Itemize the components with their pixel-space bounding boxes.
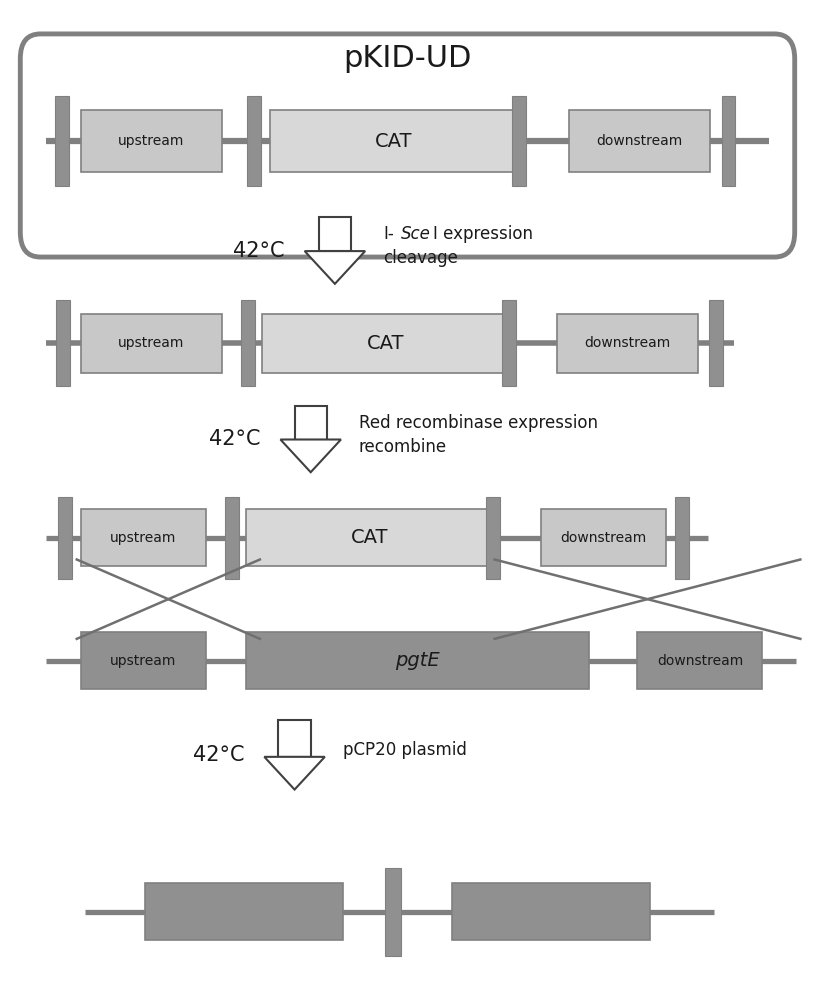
FancyBboxPatch shape [81,110,222,172]
Text: CAT: CAT [367,334,404,353]
Polygon shape [280,440,341,472]
Bar [512,96,526,186]
Text: I-: I- [383,225,394,243]
Text: upstream: upstream [118,134,184,148]
Bar [502,300,516,386]
Text: 42°C: 42°C [209,429,260,449]
Text: upstream: upstream [118,336,184,350]
Text: I expression: I expression [433,225,533,243]
Bar [58,497,72,579]
Bar [319,217,351,251]
FancyBboxPatch shape [262,314,509,373]
Text: downstream: downstream [560,531,646,545]
Text: downstream: downstream [597,134,682,148]
Bar [241,300,254,386]
Bar [55,96,69,186]
Bar [709,300,723,386]
FancyBboxPatch shape [145,883,343,940]
FancyBboxPatch shape [81,632,206,689]
Text: pKID-UD: pKID-UD [343,44,472,73]
Text: recombine: recombine [359,438,447,456]
Text: downstream: downstream [584,336,671,350]
Text: CAT: CAT [350,528,388,547]
FancyBboxPatch shape [271,110,517,172]
FancyBboxPatch shape [557,314,698,373]
FancyBboxPatch shape [246,509,492,566]
Bar [279,720,311,757]
Text: CAT: CAT [375,132,412,151]
Text: cleavage: cleavage [383,249,458,267]
FancyBboxPatch shape [569,110,710,172]
Text: Sce: Sce [401,225,430,243]
FancyBboxPatch shape [246,632,589,689]
FancyBboxPatch shape [452,883,650,940]
Bar [487,497,500,579]
Text: upstream: upstream [110,531,177,545]
Bar [675,497,689,579]
Text: Red recombinase expression: Red recombinase expression [359,414,597,432]
Polygon shape [264,757,325,790]
Text: downstream: downstream [657,654,743,668]
FancyBboxPatch shape [81,509,206,566]
Text: upstream: upstream [110,654,177,668]
Bar [294,406,327,440]
FancyBboxPatch shape [81,314,222,373]
FancyBboxPatch shape [637,632,763,689]
Text: pgtE: pgtE [395,651,440,670]
Text: 42°C: 42°C [233,241,284,261]
Bar [56,300,70,386]
Text: 42°C: 42°C [192,745,244,765]
Bar [225,497,239,579]
Bar [385,868,401,956]
Bar [722,96,735,186]
FancyBboxPatch shape [20,34,795,257]
Bar [248,96,261,186]
FancyBboxPatch shape [540,509,666,566]
Polygon shape [305,251,365,284]
Text: pCP20 plasmid: pCP20 plasmid [342,741,466,759]
